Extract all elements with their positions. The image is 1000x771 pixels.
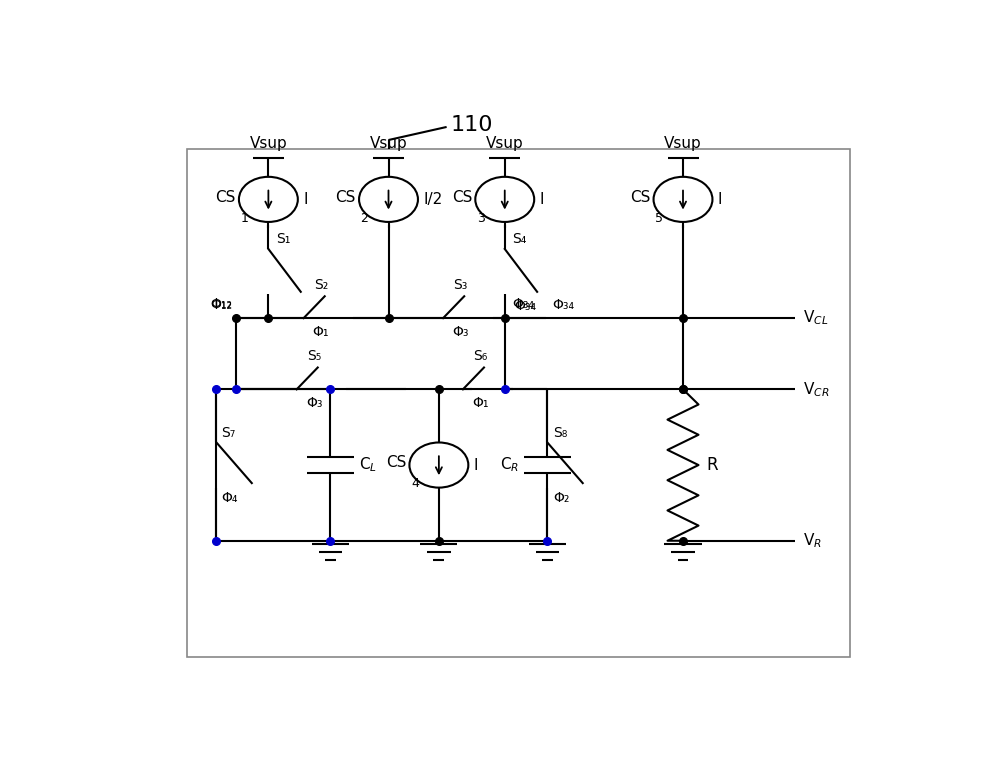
Text: CS: CS [452, 190, 472, 204]
Text: S₃: S₃ [453, 278, 468, 291]
Text: Vsup: Vsup [370, 136, 407, 150]
Text: 3: 3 [477, 212, 485, 225]
Text: S₇: S₇ [221, 426, 235, 439]
Text: C$_R$: C$_R$ [500, 456, 519, 474]
Text: S₁: S₁ [276, 232, 290, 246]
Text: S₈: S₈ [554, 426, 568, 439]
Text: I: I [540, 192, 544, 207]
Text: I/2: I/2 [423, 192, 443, 207]
Text: CS: CS [630, 190, 650, 204]
Text: Vsup: Vsup [664, 136, 702, 150]
Text: 4: 4 [411, 477, 419, 490]
Text: S₂: S₂ [314, 278, 328, 291]
Text: V$_{CR}$: V$_{CR}$ [803, 380, 830, 399]
Text: Φ₃₄: Φ₃₄ [512, 297, 535, 311]
Text: S₆: S₆ [473, 348, 487, 363]
Text: Φ₄: Φ₄ [221, 490, 238, 504]
Text: Φ₁: Φ₁ [313, 325, 329, 339]
Text: CS: CS [336, 190, 356, 204]
Bar [187, 149, 850, 657]
Text: I: I [718, 192, 722, 207]
Text: Vsup: Vsup [486, 136, 524, 150]
Text: I: I [474, 457, 478, 473]
Text: Φ₃₄: Φ₃₄ [552, 298, 574, 312]
Text: S₅: S₅ [307, 348, 321, 363]
Text: Vsup: Vsup [250, 136, 287, 150]
Text: CS: CS [386, 455, 406, 470]
Text: 110: 110 [450, 115, 493, 135]
Text: CS: CS [215, 190, 236, 204]
Text: Φ₃: Φ₃ [306, 396, 322, 410]
Text: Φ₂: Φ₂ [554, 490, 570, 504]
Text: R: R [706, 456, 718, 474]
Text: 1: 1 [240, 212, 248, 225]
Text: Φ₁₂: Φ₁₂ [210, 297, 232, 311]
Text: 5: 5 [655, 212, 663, 225]
Text: Φ₁₂: Φ₁₂ [211, 298, 233, 312]
Text: S₄: S₄ [512, 232, 527, 246]
Text: C$_L$: C$_L$ [359, 456, 377, 474]
Text: I: I [303, 192, 308, 207]
Text: Φ₃: Φ₃ [452, 325, 469, 339]
Text: V$_R$: V$_R$ [803, 531, 822, 550]
Text: 2: 2 [361, 212, 368, 225]
Text: V$_{CL}$: V$_{CL}$ [803, 308, 828, 328]
Text: Φ₁: Φ₁ [472, 396, 489, 410]
Text: Φ₃₄: Φ₃₄ [514, 299, 536, 313]
